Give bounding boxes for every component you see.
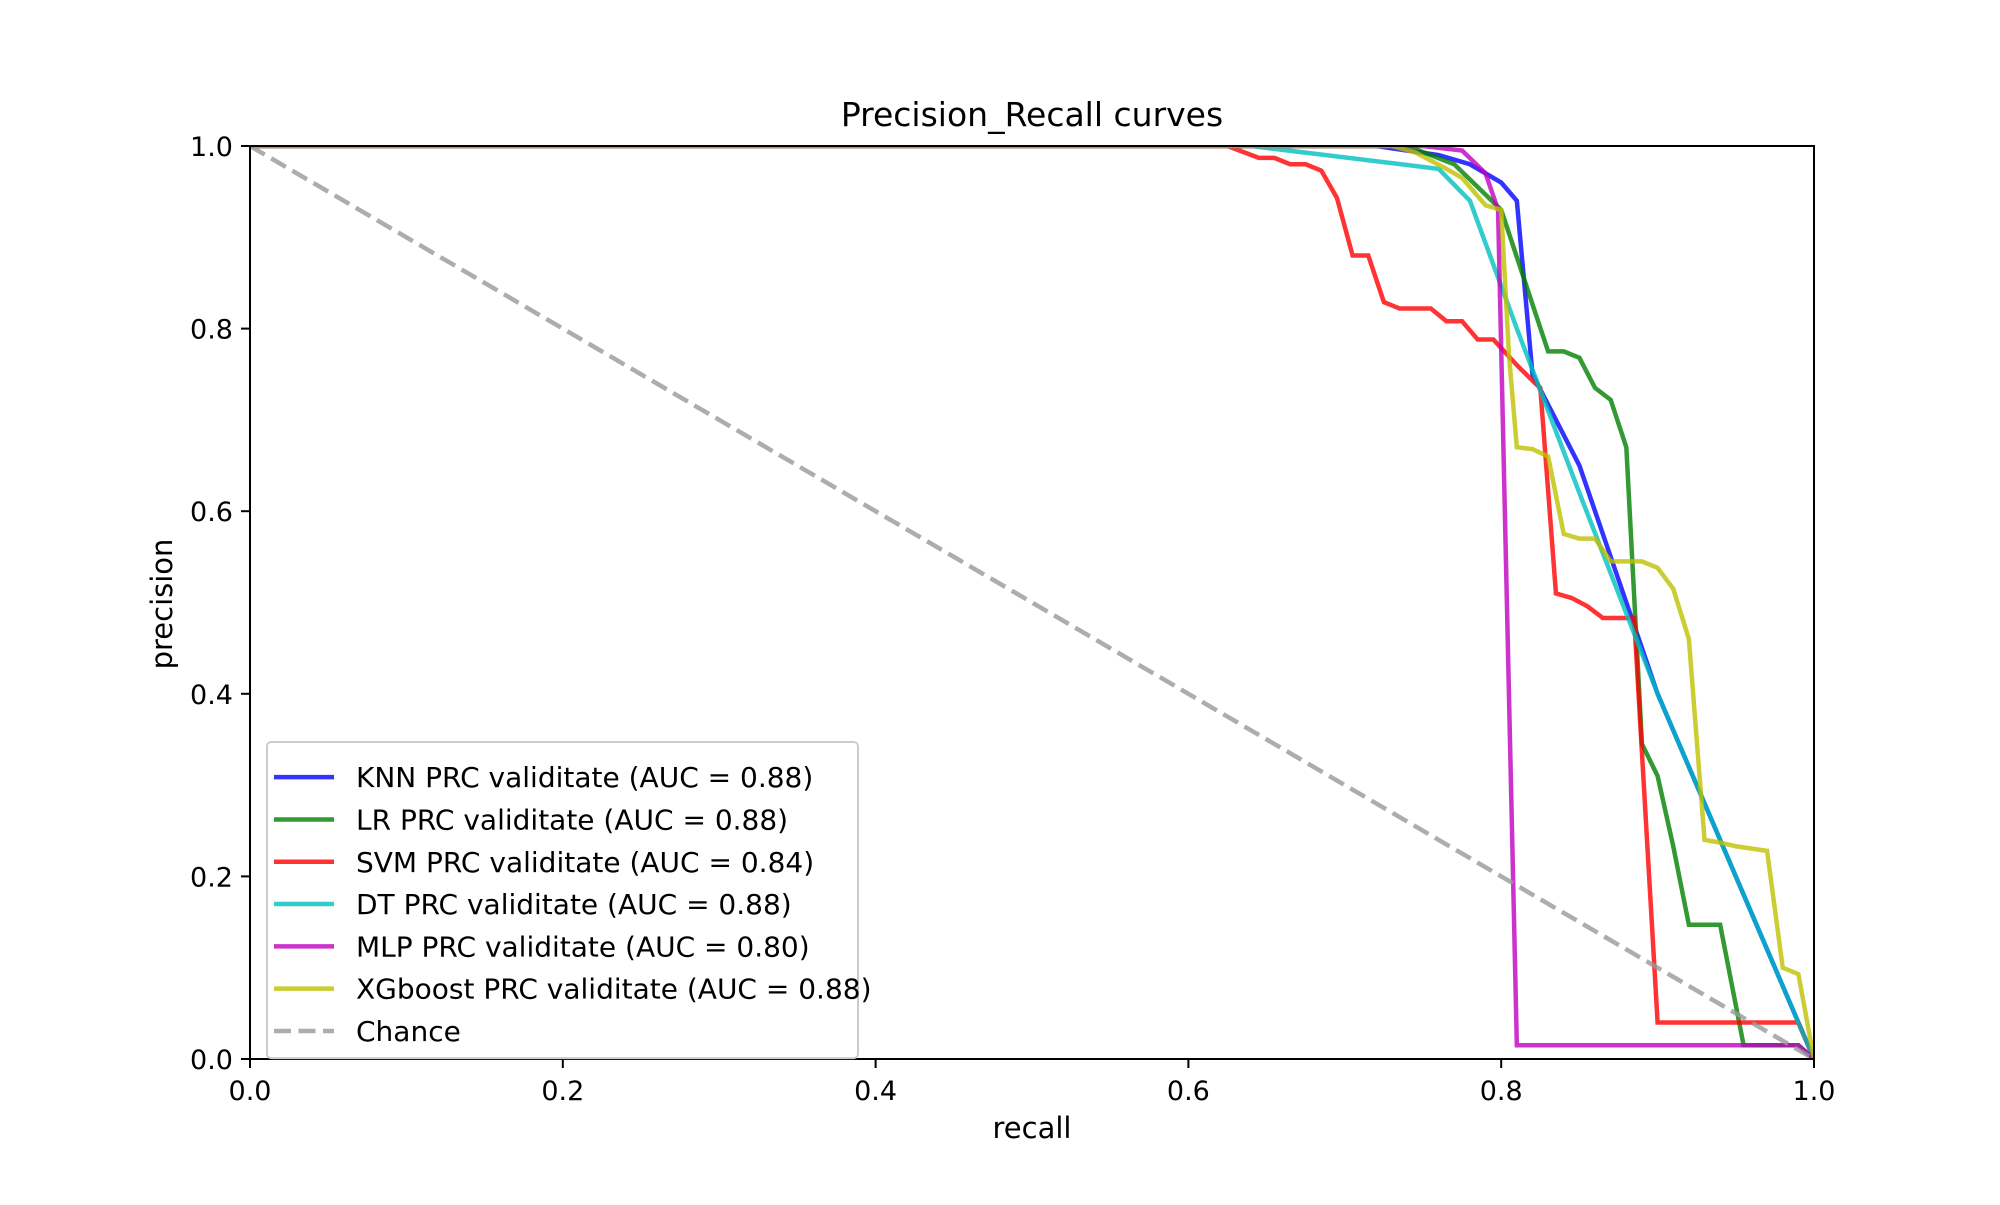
legend-label-4: MLP PRC validitate (AUC = 0.80) — [356, 930, 810, 963]
x-axis-label: recall — [993, 1111, 1072, 1145]
legend-label-2: SVM PRC validitate (AUC = 0.84) — [356, 846, 814, 879]
y-axis-label: precision — [145, 539, 179, 670]
x-tick-label: 0.4 — [854, 1076, 897, 1107]
legend-label-5: XGboost PRC validitate (AUC = 0.88) — [356, 973, 872, 1006]
series-line-2 — [250, 146, 1814, 1059]
x-tick-label: 0.2 — [541, 1076, 584, 1107]
legend-label-0: KNN PRC validitate (AUC = 0.88) — [356, 761, 813, 794]
chart-title: Precision_Recall curves — [841, 95, 1223, 134]
y-tick-label: 0.0 — [190, 1045, 233, 1076]
y-tick-label: 0.2 — [190, 862, 233, 893]
axes-frame — [249, 145, 1815, 1060]
x-tick-label: 0.8 — [1480, 1076, 1523, 1107]
y-tick-label: 0.4 — [190, 680, 233, 711]
series-line-3 — [250, 146, 1814, 1059]
legend-label-1: LR PRC validitate (AUC = 0.88) — [356, 803, 788, 836]
series-line-5 — [250, 146, 1814, 1059]
plot-area — [250, 146, 1814, 1059]
axes: 0.0 0.2 0.4 0.6 0.8 1.0 0.0 0.2 0.4 0.6 0.8 1.0 — [190, 132, 1835, 1107]
legend-label-3: DT PRC validitate (AUC = 0.88) — [356, 888, 792, 921]
legend-box — [266, 741, 859, 1060]
x-tick-label: 0.6 — [1167, 1076, 1210, 1107]
y-tick-label: 1.0 — [190, 132, 233, 163]
y-tick-label: 0.8 — [190, 315, 233, 346]
legend-label-6: Chance — [356, 1015, 461, 1048]
x-tick-label: 0.0 — [229, 1076, 272, 1107]
y-tick-label: 0.6 — [190, 497, 233, 528]
legend: KNN PRC validitate (AUC = 0.88) LR PRC va… — [266, 741, 872, 1060]
series-line-6 — [250, 146, 1814, 1059]
x-tick-label: 1.0 — [1793, 1076, 1836, 1107]
